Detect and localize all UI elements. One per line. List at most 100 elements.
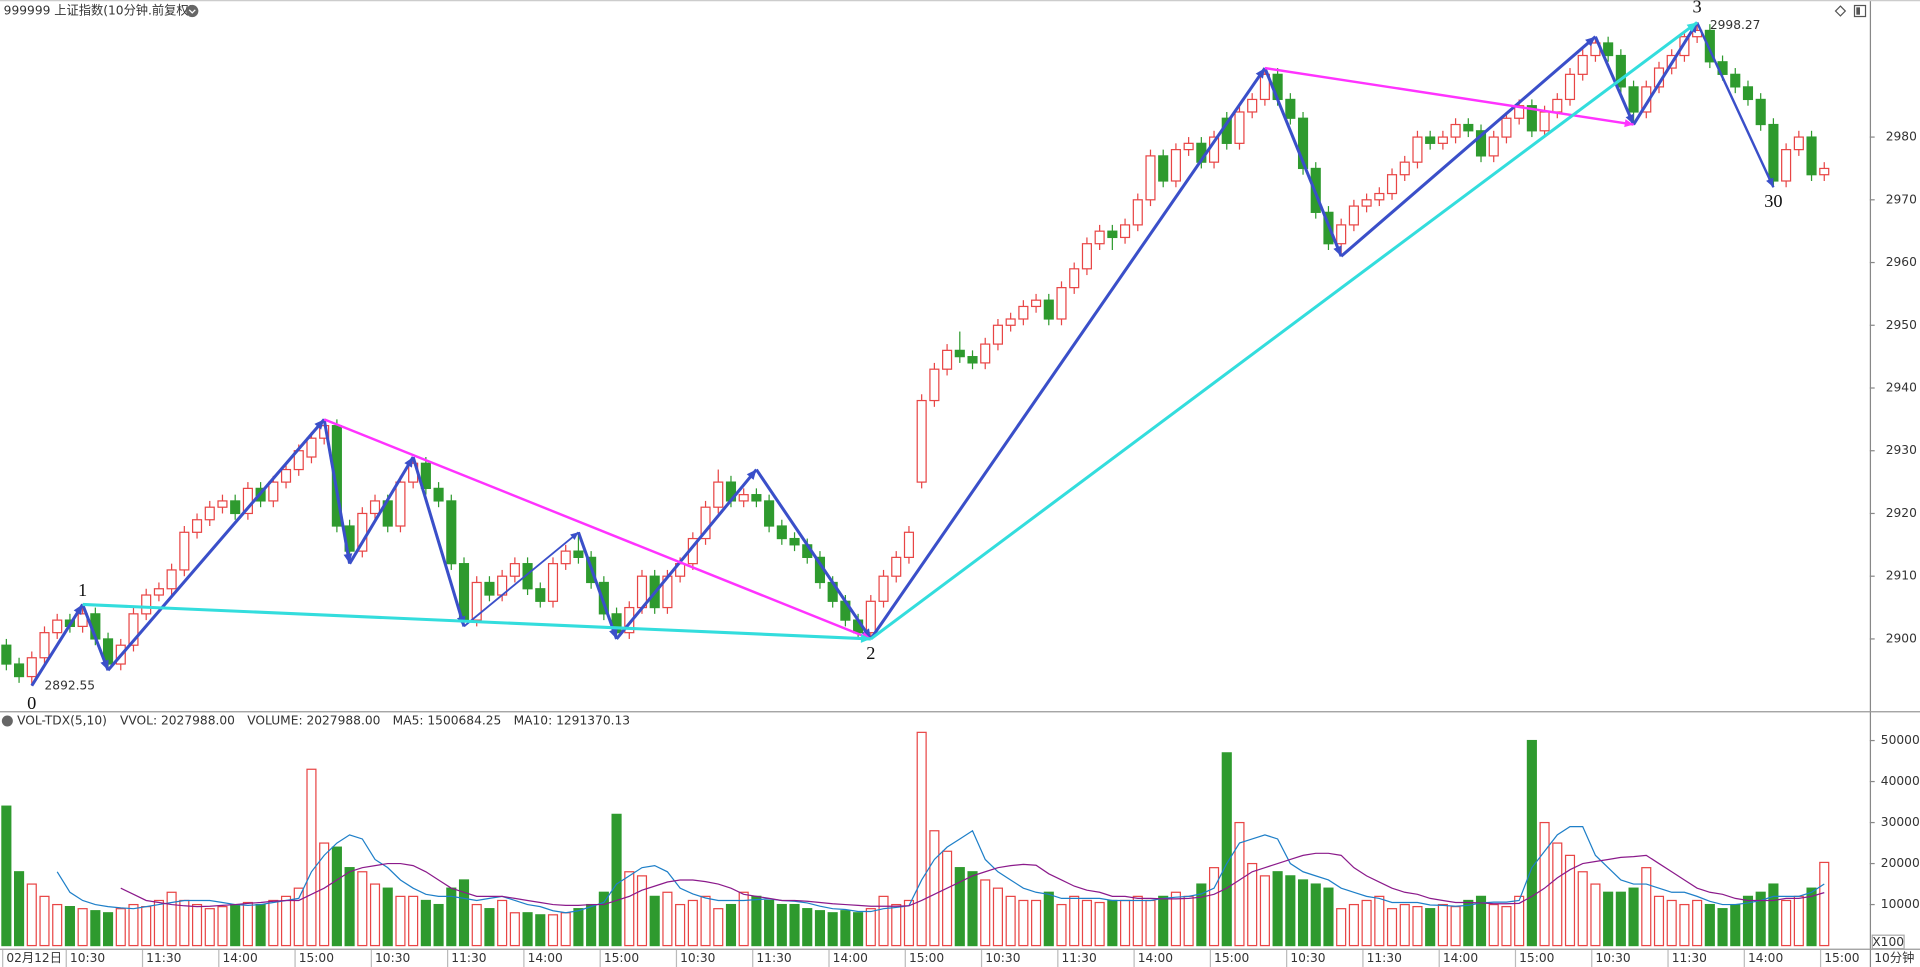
volume-bar [1272, 871, 1283, 947]
volume-bar [1107, 899, 1118, 947]
volume-bar [1437, 903, 1448, 947]
volume-bar [319, 842, 330, 947]
candle-body [1755, 98, 1766, 126]
volume-bar [433, 903, 444, 947]
zigzag-line [322, 419, 352, 564]
candle-body [1514, 105, 1525, 119]
volume-bar [1196, 883, 1207, 947]
zigzag-line [1263, 67, 1343, 257]
y-tick-label: 30000 [1881, 815, 1920, 829]
candle-body [1577, 54, 1588, 75]
y-tick-label: 20000 [1881, 856, 1920, 870]
x-tick-label: 10:30 [375, 951, 410, 965]
volume-bar [573, 908, 584, 947]
arrowhead [314, 419, 325, 430]
candle-body [560, 550, 571, 565]
volume-bar [153, 899, 164, 947]
volume-bar [522, 912, 533, 947]
title-dropdown[interactable] [186, 4, 199, 18]
zigzag-line [576, 531, 619, 640]
candle-body [141, 594, 152, 615]
candle-body [891, 556, 902, 577]
candle-body [1120, 224, 1131, 239]
x-tick-label: 10:30 [680, 951, 715, 965]
y-tick-label: 2900 [1886, 631, 1917, 645]
candle-body [433, 487, 444, 502]
candle-body [52, 619, 63, 634]
arrowhead [1625, 113, 1634, 125]
zigzag-line [82, 602, 871, 641]
candle-body [598, 581, 609, 615]
candle-body [153, 588, 164, 596]
y-tick-label: 2980 [1886, 130, 1917, 144]
volume-bar [1603, 891, 1614, 947]
candle-body [1399, 161, 1410, 176]
price-label: 2998.27 [1710, 18, 1761, 32]
candle-body [446, 500, 457, 565]
volume-bar [217, 906, 228, 947]
diamond-icon[interactable] [1834, 5, 1847, 17]
volume-bar [1475, 895, 1487, 947]
volume-bar [458, 879, 470, 947]
x-tick-label: 14:00 [1748, 951, 1783, 965]
volume-bar [1005, 895, 1016, 947]
volume-bar [1081, 899, 1092, 947]
candle-body [1183, 142, 1194, 151]
volume-bar [1781, 899, 1792, 947]
volume-bar [1056, 903, 1067, 947]
volume-bar [814, 910, 826, 947]
candle-body [1603, 42, 1614, 57]
zigzag-line [411, 456, 466, 627]
volume-bar [408, 895, 419, 947]
zigzag-line [1632, 21, 1699, 126]
volume-bar [738, 891, 749, 947]
vol-dropdown[interactable] [1, 715, 13, 727]
volume-bar [420, 899, 431, 947]
volume-bar [230, 903, 241, 947]
candle-body [1730, 73, 1741, 88]
volume-bar [77, 908, 88, 947]
arrowhead [1255, 68, 1265, 79]
volume-bar [471, 903, 482, 947]
candle-body [903, 531, 915, 558]
candle-body [1526, 105, 1537, 132]
volume-bar [14, 871, 25, 947]
point-label: 2 [866, 643, 875, 663]
candle-body [1488, 136, 1499, 157]
volume-bar [1704, 903, 1715, 947]
candle-body [1742, 86, 1754, 101]
volume-bar [306, 768, 317, 947]
volume-bar [382, 887, 393, 947]
candle-body [1374, 192, 1385, 201]
x-tick-label: 15:00 [1519, 951, 1554, 965]
volume-bar [115, 908, 126, 947]
volume-bar [1692, 899, 1703, 947]
candle-body [1081, 243, 1092, 270]
volume-bar [1, 805, 12, 947]
candle-body [1768, 123, 1779, 182]
volume-bar [776, 903, 787, 947]
arrowhead [570, 532, 579, 540]
zigzag-line [869, 21, 1699, 641]
zigzag-line [81, 603, 110, 671]
volume-bar [586, 903, 597, 947]
volume-bar [293, 887, 304, 947]
volume-bar [1679, 903, 1690, 947]
panel-icon[interactable] [1853, 4, 1867, 18]
period-label: 10分钟 [1874, 950, 1914, 965]
candle-body [1425, 136, 1436, 144]
candle-body [865, 600, 876, 634]
x-tick-label: 11:30 [756, 951, 791, 965]
arrowhead [1686, 22, 1698, 32]
volume-bar [929, 830, 940, 947]
x-tick-label: 11:30 [1062, 951, 1097, 965]
y-tick-label: 2930 [1886, 443, 1917, 457]
volume-bar [1247, 862, 1258, 947]
candle-body [522, 563, 533, 590]
candle-body [1348, 205, 1359, 226]
volume-bar [1463, 899, 1474, 947]
ma-line [56, 826, 1825, 914]
volume-bar [1590, 883, 1601, 947]
candle-body [280, 468, 292, 483]
